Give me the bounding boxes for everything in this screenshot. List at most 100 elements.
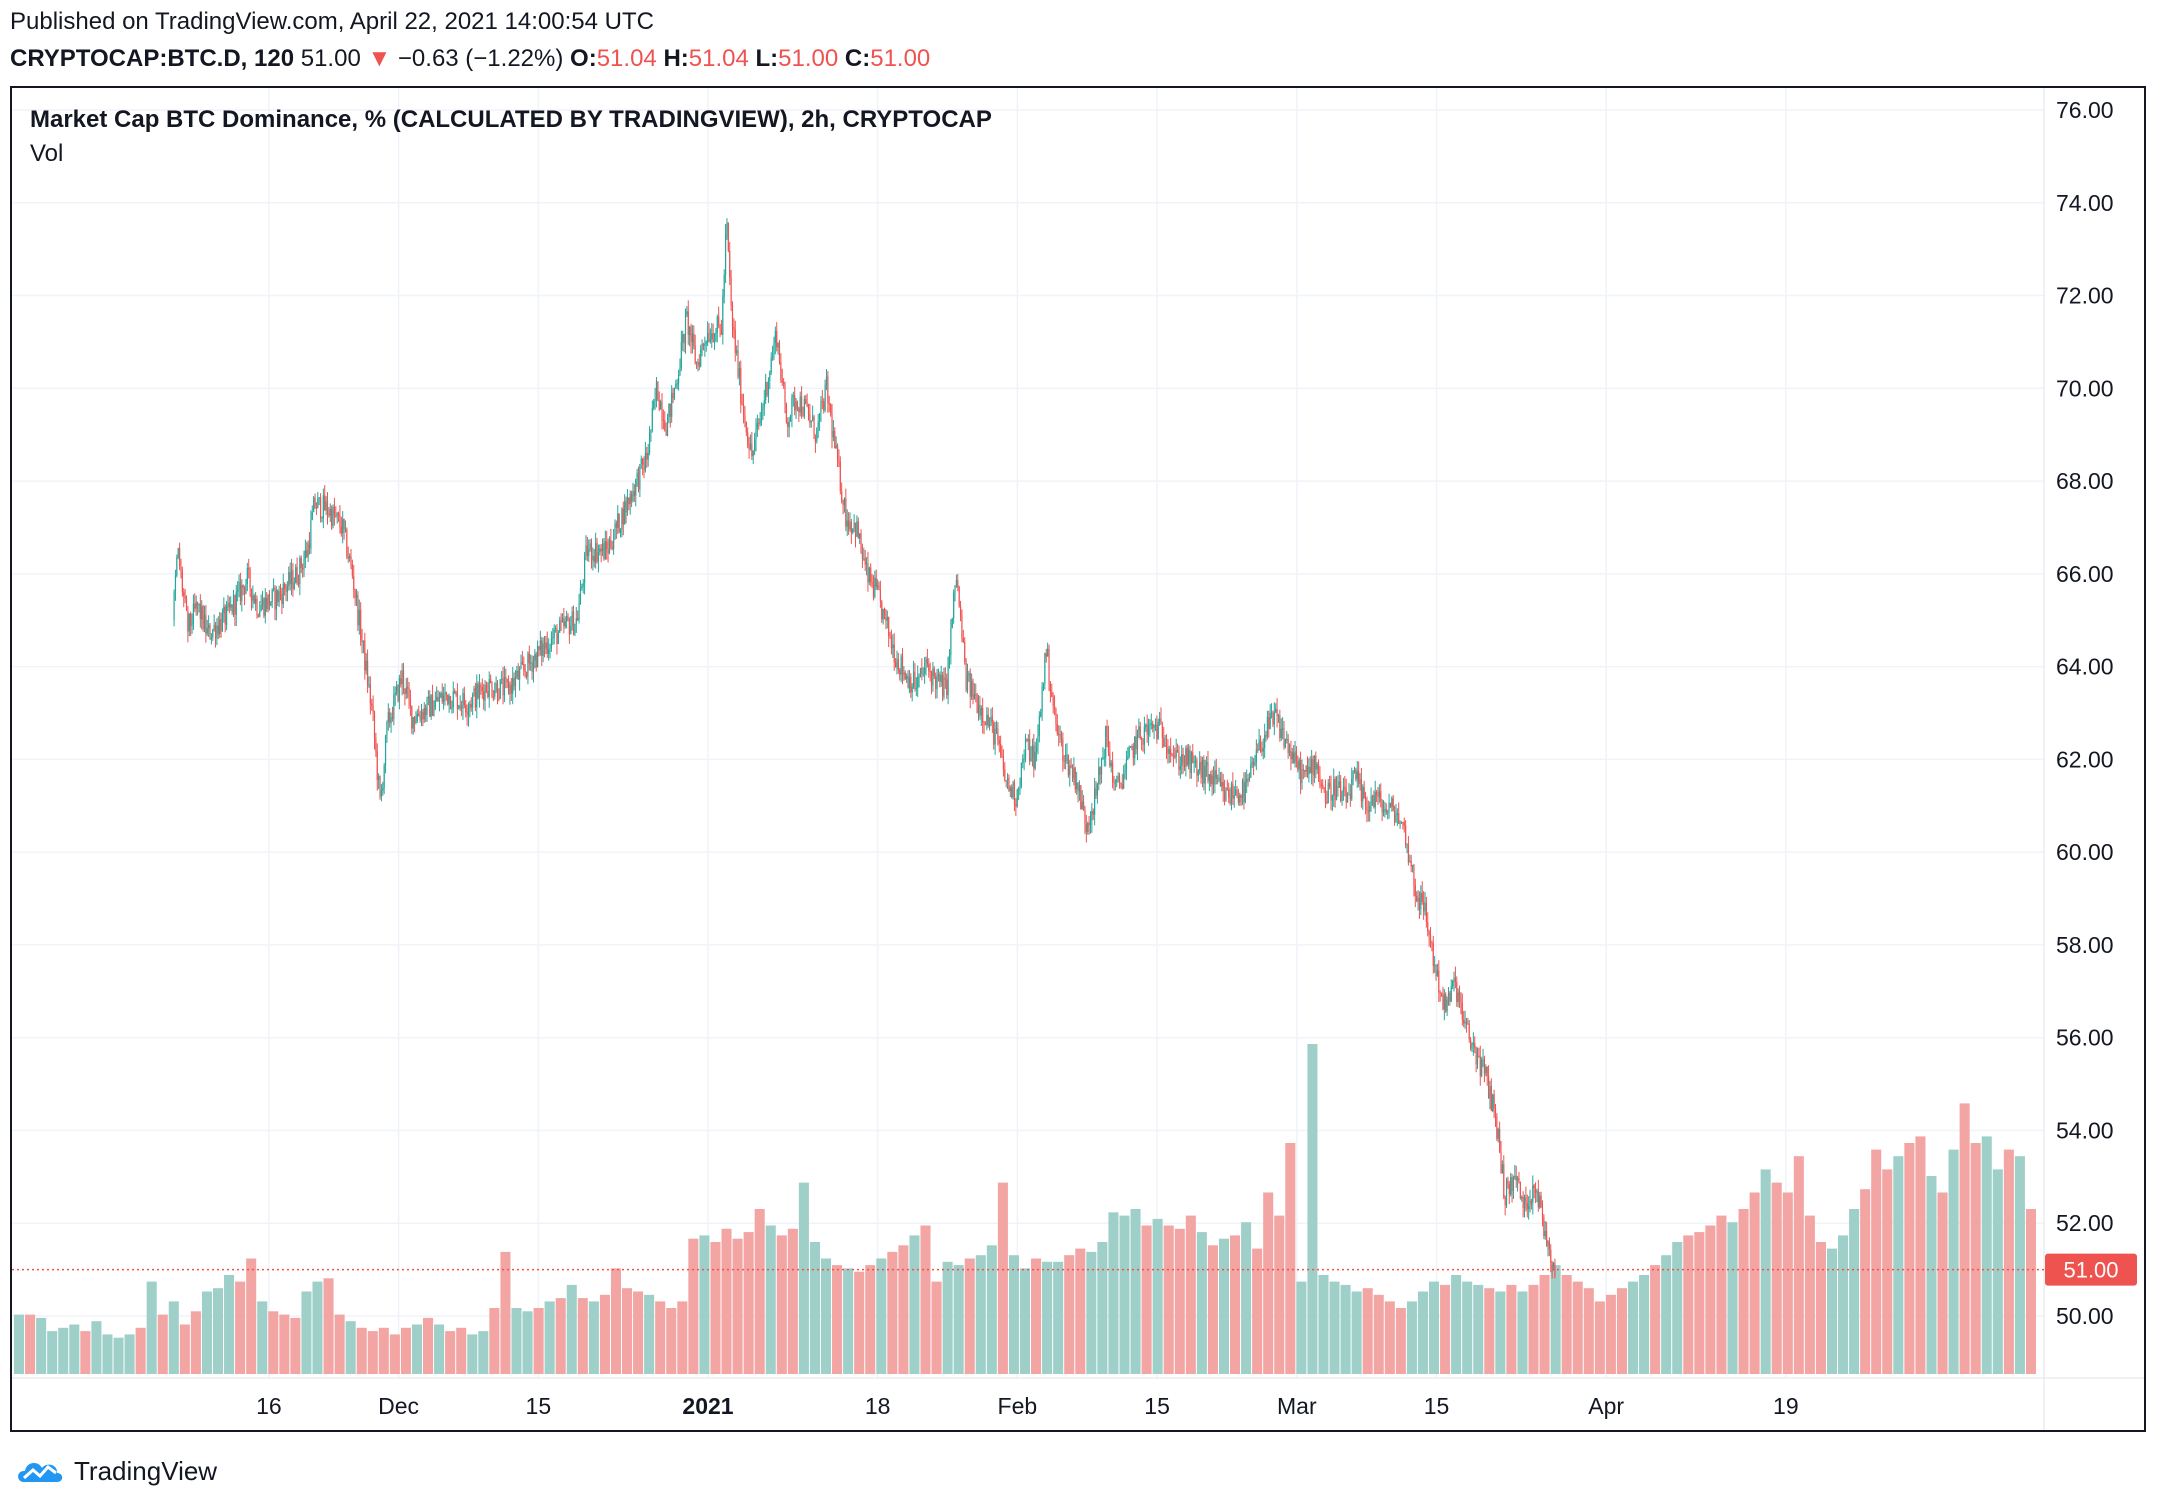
candle-body (311, 512, 313, 520)
candle-body (1537, 1190, 1539, 1208)
candle-body (1311, 759, 1313, 773)
tradingview-footer[interactable]: TradingView (14, 1454, 217, 1488)
volume-bar (610, 1268, 622, 1374)
price-axis-tick: 68.00 (2056, 468, 2114, 494)
candle-body (784, 384, 786, 404)
time-axis[interactable]: 16 Dec 15 2021 18 Feb 15 Mar 15 Apr 19 (256, 1393, 1799, 1419)
candle-body (673, 387, 676, 399)
candle-body (944, 677, 946, 680)
candle-body (1252, 762, 1255, 766)
price-chart[interactable]: 76.00 74.00 72.00 70.00 68.00 66.00 64.00 62.00… (12, 88, 2144, 1430)
candle-body (702, 344, 705, 346)
candle-body (550, 637, 553, 649)
candle-body (1189, 749, 1191, 773)
symbol-name[interactable]: CRYPTOCAP:BTC.D, 120 (10, 45, 295, 72)
candle-body (404, 688, 406, 695)
candle-body (622, 508, 624, 525)
candle-body (1076, 782, 1078, 790)
candle-body (694, 345, 696, 364)
candle-body (1125, 759, 1128, 772)
candle-body (387, 712, 389, 722)
candle-body (1551, 1262, 1553, 1268)
candle-body (1277, 715, 1280, 717)
open-value: 51.04 (596, 45, 657, 72)
candle-body (1258, 739, 1260, 751)
candle-body (1333, 779, 1335, 796)
volume-bar (124, 1334, 135, 1374)
candle-body (1486, 1066, 1488, 1077)
candle-body (216, 625, 218, 639)
candle-body (559, 620, 561, 633)
candle-body (1004, 769, 1006, 781)
candle-body (964, 642, 966, 662)
candle-body (680, 342, 682, 369)
candle-body (975, 694, 977, 696)
candle-body (1268, 717, 1270, 729)
price-axis-tick: 54.00 (2056, 1117, 2114, 1143)
candle-body (506, 679, 508, 683)
candle-body (1331, 795, 1333, 801)
candle-body (1380, 791, 1382, 801)
candle-body (1089, 821, 1092, 826)
volume-bar (754, 1209, 765, 1374)
candle-body (319, 497, 322, 519)
candle-body (835, 445, 837, 449)
candle-body (1482, 1058, 1484, 1060)
candle-body (684, 314, 687, 344)
volume-bar (1760, 1169, 1771, 1374)
candle-body (1145, 724, 1147, 727)
candle-body (697, 362, 699, 364)
candle-body (1019, 786, 1021, 790)
volume-bar (986, 1245, 997, 1374)
candle-body (1008, 777, 1010, 791)
candle-body (1456, 982, 1458, 1003)
candle-body (1114, 782, 1116, 784)
candle-body (1340, 781, 1342, 801)
candle-body (845, 498, 847, 527)
candle-body (1302, 769, 1304, 771)
candle-body (556, 628, 558, 645)
candle-body (1299, 759, 1302, 784)
candle-body (962, 638, 964, 643)
candle-body (574, 624, 576, 635)
candle-body (528, 653, 530, 664)
candle-body (1362, 786, 1364, 802)
candle-body (561, 618, 564, 622)
candle-body (1174, 755, 1176, 758)
candle-body (712, 333, 714, 342)
candle-body (792, 395, 794, 398)
candle-body (756, 422, 758, 429)
candle-body (369, 684, 371, 704)
candle-body (306, 550, 308, 557)
candle-body (583, 555, 586, 584)
candle-body (434, 700, 436, 709)
volume-bar (1506, 1284, 1517, 1374)
candle-body (842, 501, 844, 506)
candle-body (178, 548, 181, 566)
candle-body (919, 668, 922, 677)
candle-body (939, 674, 941, 682)
candle-body (590, 543, 593, 561)
price-axis[interactable]: 76.00 74.00 72.00 70.00 68.00 66.00 64.00 62.00… (2056, 97, 2114, 1329)
candle-body (1204, 765, 1206, 784)
candle-body (1139, 726, 1141, 739)
candle-body (993, 721, 995, 745)
candle-body (671, 392, 673, 417)
candle-body (830, 404, 832, 414)
candle-body (813, 416, 815, 438)
candle-body (1363, 786, 1365, 798)
candle-body (1519, 1182, 1521, 1199)
volume-bar (246, 1258, 257, 1374)
price-axis-tick: 66.00 (2056, 561, 2114, 587)
chart-legend-title[interactable]: Market Cap BTC Dominance, % (CALCULATED … (30, 106, 992, 133)
volume-bar (257, 1301, 268, 1374)
candle-body (297, 583, 300, 585)
volume-legend[interactable]: Vol (30, 140, 64, 167)
candle-body (176, 557, 178, 576)
candle-body (539, 640, 541, 651)
candle-body (379, 776, 381, 797)
candle-body (1120, 782, 1122, 785)
candle-body (900, 656, 902, 675)
candle-body (1236, 789, 1238, 797)
candle-body (1246, 779, 1248, 783)
